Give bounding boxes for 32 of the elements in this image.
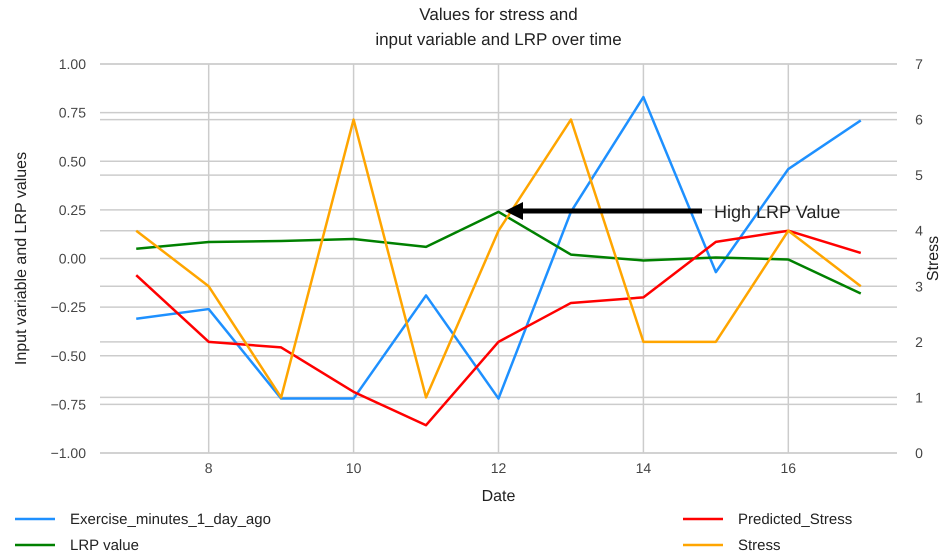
y-tick-label: 0.00 (58, 250, 86, 266)
x-tick-label: 8 (204, 460, 213, 476)
y-tick-label: 0.75 (58, 104, 86, 121)
y-tick-label: −1.00 (50, 445, 86, 461)
x-tick-label: 14 (636, 460, 652, 476)
y2-tick-label: 2 (915, 334, 924, 350)
legend-label: Exercise_minutes_1_day_ago (70, 511, 271, 528)
y2-tick-label: 3 (915, 278, 924, 294)
legend-label: LRP value (70, 537, 139, 554)
x-tick-label: 12 (490, 460, 506, 476)
y2-tick-label: 5 (915, 167, 924, 184)
legend-label: Stress (738, 537, 781, 554)
y2-tick-label: 6 (915, 112, 924, 128)
annotation: High LRP Value (714, 202, 840, 222)
y-axis-title: Input variable and LRP values (13, 152, 30, 366)
y-tick-label: 1.00 (58, 56, 86, 72)
y2-tick-label: 7 (915, 56, 924, 72)
y2-tick-label: 4 (915, 222, 924, 239)
y2-tick-label: 1 (915, 389, 924, 406)
y-tick-label: −0.50 (50, 348, 86, 364)
y-tick-label: −0.75 (50, 396, 86, 412)
line-series (134, 229, 862, 426)
y2-tick-label: 0 (915, 445, 924, 461)
y-tick-label: −0.25 (50, 299, 86, 316)
chart-title: Values for stress and input variable and LRP over time (375, 5, 622, 49)
x-axis-title: Date (482, 488, 516, 505)
y-tick-label: 0.25 (58, 202, 86, 218)
x-tick-label: 16 (780, 460, 796, 476)
y2-axis-title: Stress (925, 236, 942, 282)
y-tick-label: 0.50 (58, 153, 86, 170)
x-tick-label: 10 (346, 460, 362, 476)
legend-label: Predicted_Stress (738, 511, 852, 528)
